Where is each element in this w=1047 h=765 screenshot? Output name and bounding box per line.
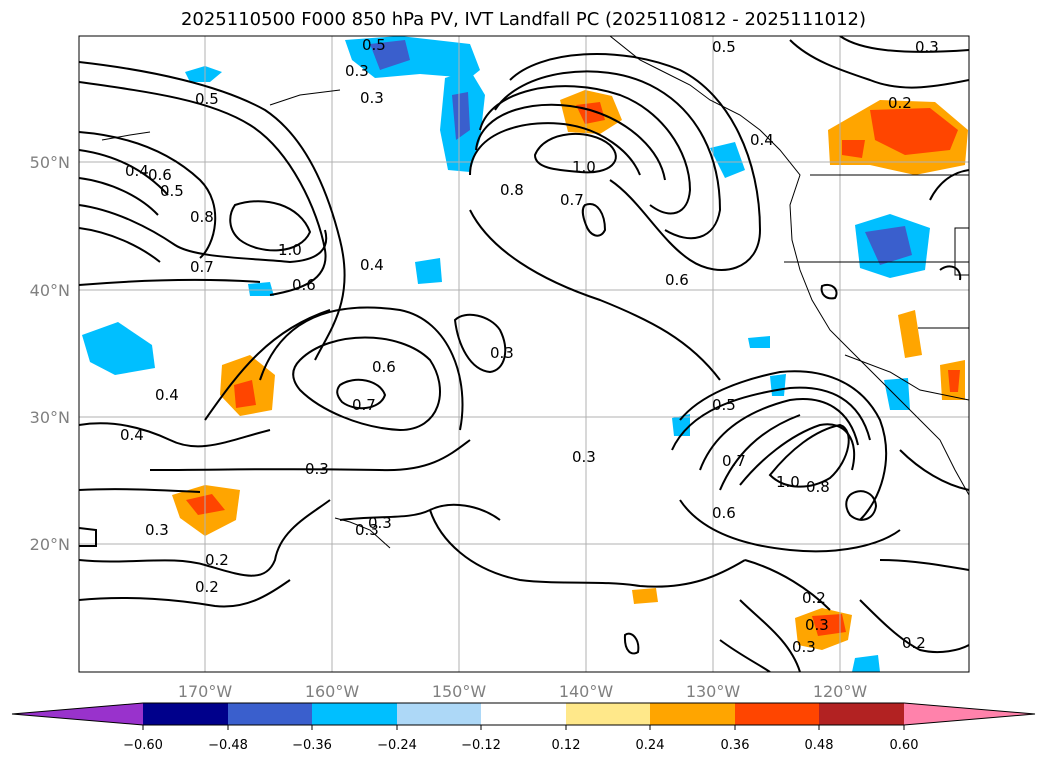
colorbar-tick-label: 0.12: [552, 738, 581, 753]
gridlines: [79, 36, 969, 672]
longitude-ticks: 170°W 160°W 150°W 140°W 130°W 120°W: [178, 682, 868, 701]
colorbar-segment: [735, 703, 819, 725]
contour-label: 0.5: [712, 396, 736, 414]
lat-tick-label: 50°N: [30, 153, 70, 172]
contour-label: 0.4: [155, 386, 179, 404]
coastlines: [101, 36, 969, 549]
colorbar-segment: [397, 703, 481, 725]
colorbar-segment: [143, 703, 228, 725]
contour-label: 0.3: [345, 62, 369, 80]
contour-label: 0.7: [190, 258, 214, 276]
contour-label: 0.8: [500, 181, 524, 199]
contour-label: 0.3: [792, 638, 816, 656]
shaded-anomalies: [82, 36, 968, 672]
contour-label: 0.4: [360, 256, 384, 274]
contour-label: 0.3: [355, 521, 379, 539]
lon-tick-label: 170°W: [178, 682, 233, 701]
lon-tick-label: 130°W: [686, 682, 741, 701]
contour-label: 0.3: [305, 460, 329, 478]
contour-label: 0.3: [915, 38, 939, 56]
contour-label: 0.3: [572, 448, 596, 466]
contour-label: 0.3: [360, 89, 384, 107]
contour-label: 0.2: [902, 634, 926, 652]
contour-label: 0.3: [145, 521, 169, 539]
contour-label: 0.7: [560, 191, 584, 209]
lat-tick-label: 40°N: [30, 281, 70, 300]
lon-tick-label: 140°W: [559, 682, 614, 701]
lon-tick-label: 160°W: [305, 682, 360, 701]
contour-label: 0.6: [712, 504, 736, 522]
contour-label: 0.6: [665, 271, 689, 289]
colorbar-segment: [312, 703, 397, 725]
colorbar-segment: [650, 703, 735, 725]
plot-frame: [78, 35, 970, 673]
colorbar-tick-label: 0.36: [721, 738, 750, 753]
lat-tick-label: 30°N: [30, 408, 70, 427]
contour-label: 0.8: [806, 478, 830, 496]
contour-label: 0.2: [802, 589, 826, 607]
contour-label: 0.7: [352, 396, 376, 414]
colorbar: −0.60 −0.48 −0.36 −0.24 −0.12 0.12 0.24 …: [11, 702, 1036, 753]
colorbar-tick-label: 0.24: [636, 738, 665, 753]
colorbar-tick-label: −0.60: [123, 738, 163, 753]
lat-tick-label: 20°N: [30, 535, 70, 554]
contour-label: 0.7: [722, 452, 746, 470]
colorbar-segment: [819, 703, 904, 725]
contour-label: 0.2: [888, 94, 912, 112]
contour-label: 1.0: [776, 473, 800, 491]
contour-label: 0.3: [490, 344, 514, 362]
contour-label: 0.3: [368, 514, 392, 532]
contour-label: 0.3: [805, 616, 829, 634]
contour-label: 0.2: [205, 551, 229, 569]
contour-label: 1.0: [278, 241, 302, 259]
contour-label: 1.0: [572, 158, 596, 176]
contour-labels: 0.5 0.3 0.5 0.3 0.5 0.4 0.2 0.3 0.4 0.6 …: [120, 36, 939, 656]
map-title: 2025110500 F000 850 hPa PV, IVT Landfall…: [180, 9, 867, 30]
contour-label: 0.8: [190, 208, 214, 226]
colorbar-tick-label: −0.48: [208, 738, 248, 753]
lon-tick-label: 150°W: [432, 682, 487, 701]
contour-label: 0.5: [712, 38, 736, 56]
colorbar-extend-max: [904, 703, 1035, 725]
contour-label: 0.6: [372, 358, 396, 376]
pv-contours: [79, 36, 969, 672]
colorbar-tick-label: −0.36: [292, 738, 332, 753]
colorbar-tick-label: 0.48: [805, 738, 834, 753]
colorbar-tick-label: −0.24: [377, 738, 417, 753]
lon-tick-label: 120°W: [813, 682, 868, 701]
contour-label: 0.6: [292, 276, 316, 294]
contour-label: 0.6: [148, 166, 172, 184]
colorbar-tick-label: −0.12: [461, 738, 501, 753]
contour-label: 0.4: [125, 162, 149, 180]
colorbar-extend-min: [12, 703, 143, 725]
contour-label: 0.5: [160, 182, 184, 200]
contour-label: 0.4: [750, 131, 774, 149]
contour-label: 0.4: [120, 426, 144, 444]
contour-label: 0.2: [195, 578, 219, 596]
colorbar-segment: [481, 703, 566, 725]
colorbar-segment: [566, 703, 650, 725]
contour-label: 0.5: [195, 90, 219, 108]
contour-label: 0.5: [362, 36, 386, 54]
latitude-ticks: 50°N 40°N 30°N 20°N: [30, 153, 70, 554]
colorbar-tick-label: 0.60: [890, 738, 919, 753]
colorbar-segment: [228, 703, 312, 725]
